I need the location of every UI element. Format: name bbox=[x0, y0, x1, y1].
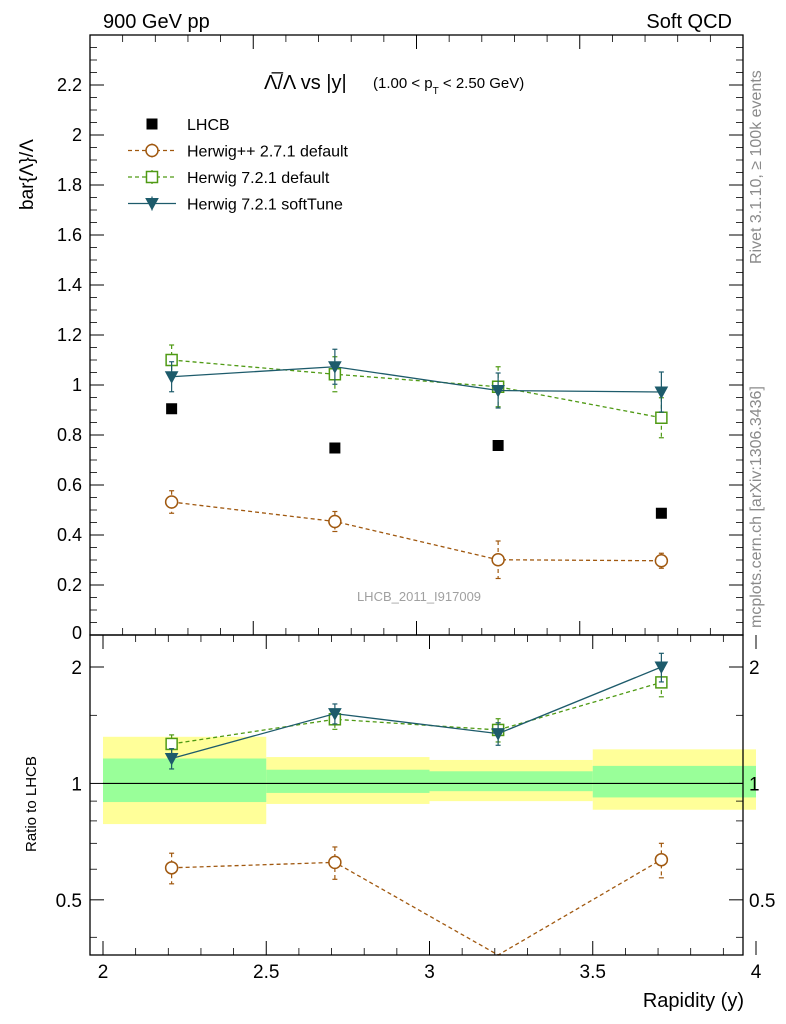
y-tick-label: 1.2 bbox=[57, 325, 82, 345]
legend-entry: Herwig 7.2.1 default bbox=[128, 170, 330, 187]
series-line bbox=[171, 859, 662, 956]
data-point bbox=[655, 507, 667, 519]
series-line bbox=[171, 366, 662, 393]
series-lhcb bbox=[166, 403, 667, 519]
legend-entry: Herwig++ 2.7.1 default bbox=[128, 143, 349, 161]
ratio-y-tick-label-right: 1 bbox=[749, 774, 760, 795]
data-point bbox=[654, 852, 669, 867]
uncertainty-band-inner bbox=[266, 769, 430, 793]
data-point bbox=[654, 554, 669, 568]
x-tick-label: 3 bbox=[424, 962, 435, 983]
series-herwig-7-2-1-softtune bbox=[164, 348, 669, 413]
ratio-panel: 0.5 0.5 1 1 2 2 2 2.5 3 3.5 4 bbox=[56, 634, 775, 983]
data-point bbox=[166, 403, 178, 415]
rivet-version-label: Rivet 3.1.10, ≥ 100k events bbox=[748, 70, 765, 264]
ratio-y-tick-label-right: 0.5 bbox=[749, 891, 775, 912]
y-tick-label: 1.8 bbox=[57, 175, 82, 195]
y-tick-label: 1.4 bbox=[57, 275, 82, 295]
legend-entry: LHCB bbox=[146, 117, 230, 134]
data-point bbox=[491, 553, 505, 567]
legend-label: Herwig 7.2.1 softTune bbox=[187, 197, 343, 214]
data-point bbox=[654, 386, 669, 400]
plot-title-main: Λ̅/Λ vs |y| bbox=[264, 71, 347, 94]
y-tick-label-zero: 0 bbox=[72, 623, 82, 643]
x-tick-label: 3.5 bbox=[580, 962, 606, 983]
ratio-y-tick-label: 1 bbox=[71, 774, 82, 795]
ratio-frame bbox=[89, 634, 744, 956]
series-line bbox=[171, 666, 662, 760]
data-point bbox=[328, 514, 342, 529]
legend-label: LHCB bbox=[187, 117, 230, 134]
legend-marker bbox=[145, 170, 159, 184]
y-tick-label: 2 bbox=[72, 125, 82, 145]
ratio-y-tick-label: 2 bbox=[71, 658, 82, 679]
data-point bbox=[164, 861, 179, 875]
data-point bbox=[164, 752, 179, 766]
legend-marker bbox=[145, 198, 159, 211]
mcplots-reference-label: mcplots.cern.ch [arXiv:1306.3436] bbox=[748, 386, 765, 628]
series-line bbox=[171, 681, 662, 745]
uncertainty-band-inner bbox=[592, 765, 756, 798]
data-point bbox=[165, 737, 178, 751]
header-left-label: 900 GeV pp bbox=[103, 11, 210, 33]
legend-marker bbox=[146, 118, 158, 130]
legend-label: Herwig++ 2.7.1 default bbox=[187, 144, 349, 161]
series-herwig-7-2-1-softtune bbox=[164, 652, 669, 770]
y-tick-label: 0.2 bbox=[57, 575, 82, 595]
data-point bbox=[328, 855, 342, 870]
x-tick-label: 2 bbox=[98, 962, 109, 983]
x-tick-label: 4 bbox=[751, 962, 762, 983]
y-tick-label: 0.8 bbox=[57, 425, 82, 445]
y-tick-label: 0.4 bbox=[57, 525, 82, 545]
ratio-y-tick-label-right: 2 bbox=[749, 658, 760, 679]
uncertainty-band-inner bbox=[429, 771, 593, 792]
data-point bbox=[164, 371, 179, 384]
y-tick-label: 1.6 bbox=[57, 225, 82, 245]
main-ylabel: bar{Λ}/Λ bbox=[17, 139, 38, 210]
plot-title: Λ̅/Λ vs |y| (1.00 < pT < 2.50 GeV) bbox=[264, 71, 524, 97]
analysis-watermark: LHCB_2011_I917009 bbox=[357, 589, 481, 604]
data-point bbox=[329, 442, 341, 454]
series-herwig-2-7-1-default bbox=[164, 842, 669, 956]
data-point bbox=[328, 361, 342, 374]
x-tick-label: 2.5 bbox=[253, 962, 279, 983]
y-tick-label: 2.2 bbox=[57, 75, 82, 95]
main-panel: 0.2 0.4 0.6 0.8 1 1.2 1.4 1.6 1.8 2 2.2 0 bbox=[57, 34, 744, 643]
y-tick-label: 1 bbox=[72, 375, 82, 395]
data-point bbox=[491, 385, 505, 398]
legend-entry: Herwig 7.2.1 softTune bbox=[128, 196, 343, 214]
ratio-ylabel: Ratio to LHCB bbox=[23, 756, 40, 852]
y-tick-label: 0.6 bbox=[57, 475, 82, 495]
ratio-xlabel: Rapidity (y) bbox=[643, 990, 744, 1012]
series-herwig-2-7-1-default bbox=[164, 490, 669, 580]
data-point bbox=[328, 708, 342, 721]
data-point bbox=[654, 661, 669, 675]
data-point bbox=[164, 495, 179, 509]
data-point bbox=[655, 411, 668, 424]
data-point bbox=[492, 440, 504, 451]
series-line bbox=[171, 359, 662, 419]
legend: LHCB Herwig++ 2.7.1 default Herwig 7.2.1 d… bbox=[128, 117, 349, 214]
uncertainty-band-inner bbox=[103, 758, 267, 803]
ratio-y-tick-label: 0.5 bbox=[56, 891, 82, 912]
series-line bbox=[171, 501, 662, 562]
header-right-label: Soft QCD bbox=[646, 11, 732, 33]
data-point bbox=[491, 728, 505, 741]
legend-marker bbox=[145, 143, 159, 158]
plot-title-range: (1.00 < pT < 2.50 GeV) bbox=[373, 75, 524, 97]
legend-label: Herwig 7.2.1 default bbox=[187, 170, 330, 187]
